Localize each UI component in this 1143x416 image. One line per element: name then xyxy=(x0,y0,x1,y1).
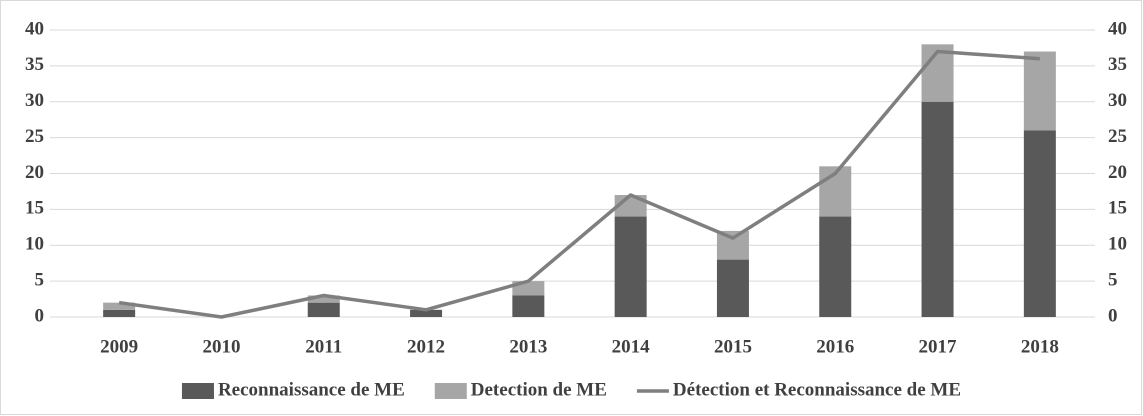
y-tick-label: 30 xyxy=(25,90,44,111)
y-tick-label: 0 xyxy=(35,305,45,326)
y-tick-label: 15 xyxy=(25,198,44,219)
x-tick-label: 2017 xyxy=(919,336,958,357)
y2-tick-label: 35 xyxy=(1108,54,1127,75)
legend-label: Détection et Reconnaissance de ME xyxy=(673,379,961,400)
y2-tick-label: 10 xyxy=(1108,234,1127,255)
y-tick-label: 20 xyxy=(25,162,44,183)
bar xyxy=(1023,130,1056,317)
legend-swatch xyxy=(181,383,214,399)
y2-tick-label: 25 xyxy=(1108,126,1127,147)
bar xyxy=(307,295,340,303)
y-tick-label: 35 xyxy=(25,54,44,75)
y2-tick-label: 30 xyxy=(1108,90,1127,111)
bar xyxy=(512,295,545,317)
y2-tick-label: 40 xyxy=(1108,18,1127,39)
y2-tick-label: 15 xyxy=(1108,198,1127,219)
legend-label: Reconnaissance de ME xyxy=(218,379,405,400)
bar xyxy=(819,216,852,317)
x-tick-label: 2010 xyxy=(202,336,240,357)
legend-swatch xyxy=(434,383,467,399)
bar xyxy=(921,101,954,317)
bar xyxy=(716,259,749,317)
y-tick-label: 25 xyxy=(25,126,44,147)
y2-tick-label: 0 xyxy=(1108,305,1118,326)
bar xyxy=(103,302,136,310)
x-tick-label: 2015 xyxy=(714,336,752,357)
bar xyxy=(103,309,136,317)
x-tick-label: 2014 xyxy=(612,336,651,357)
y2-tick-label: 5 xyxy=(1108,269,1118,290)
bar xyxy=(1023,51,1056,131)
bar xyxy=(716,230,749,260)
x-tick-label: 2011 xyxy=(305,336,342,357)
line xyxy=(118,49,1040,319)
y-tick-label: 40 xyxy=(25,18,44,39)
y-tick-label: 10 xyxy=(25,234,44,255)
bar xyxy=(614,216,647,317)
bar xyxy=(410,309,443,317)
x-tick-label: 2012 xyxy=(407,336,445,357)
bar xyxy=(307,302,340,317)
x-tick-label: 2018 xyxy=(1021,336,1059,357)
x-tick-label: 2009 xyxy=(100,336,138,357)
legend-label: Detection de ME xyxy=(471,379,607,400)
x-tick-label: 2016 xyxy=(816,336,854,357)
x-tick-label: 2013 xyxy=(509,336,547,357)
y-tick-label: 5 xyxy=(35,269,45,290)
y2-tick-label: 20 xyxy=(1108,162,1127,183)
